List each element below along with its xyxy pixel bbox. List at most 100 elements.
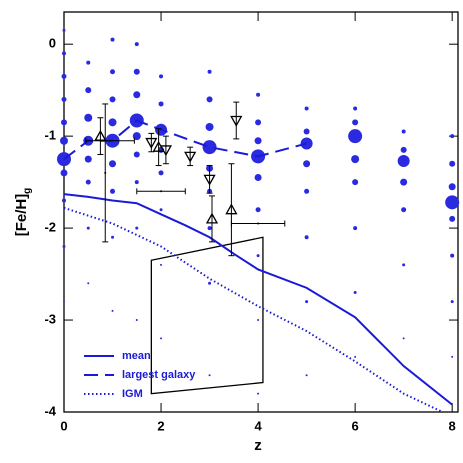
simulation-point	[304, 235, 309, 240]
simulation-point	[109, 160, 117, 168]
simulation-point	[110, 69, 116, 75]
simulation-point	[62, 28, 66, 32]
y-tick-label: -3	[44, 311, 56, 326]
observation-point	[109, 139, 112, 142]
simulation-point	[353, 290, 357, 294]
simulation-point	[133, 91, 141, 99]
series-line	[63, 193, 453, 406]
observation-marker	[225, 203, 238, 215]
simulation-point	[256, 254, 260, 258]
simulation-point	[402, 263, 406, 267]
x-tick-label: 8	[449, 418, 456, 433]
simulation-point	[303, 160, 311, 168]
observation-marker	[94, 129, 107, 141]
simulation-point	[205, 122, 214, 131]
simulation-point	[400, 178, 408, 186]
simulation-point	[158, 170, 164, 176]
simulation-point	[304, 106, 309, 111]
simulation-point	[303, 128, 310, 135]
simulation-point	[61, 119, 67, 126]
simulation-point	[85, 179, 91, 185]
simulation-point	[256, 92, 261, 97]
simulation-point	[159, 74, 164, 79]
simulation-point	[401, 129, 406, 134]
y-tick-label: -1	[44, 128, 56, 143]
simulation-point	[208, 374, 211, 377]
simulation-point	[111, 309, 114, 312]
legend-label: IGM	[122, 388, 143, 400]
x-tick-label: 6	[352, 418, 359, 433]
y-tick-label: -4	[44, 403, 56, 418]
simulation-point	[305, 300, 309, 304]
y-axis-label-group: [Fe/H]g	[13, 188, 33, 237]
simulation-point	[255, 119, 262, 126]
simulation-point	[450, 300, 454, 304]
legend-label: mean	[122, 350, 151, 362]
simulation-point	[353, 226, 358, 231]
x-tick-label: 2	[157, 418, 164, 433]
simulation-point	[60, 136, 68, 145]
legend-label: largest galaxy	[122, 369, 196, 381]
simulation-point	[257, 392, 260, 395]
simulation-point	[206, 96, 213, 103]
observation-marker	[159, 145, 173, 157]
simulation-point	[448, 183, 456, 191]
region	[150, 236, 264, 395]
plot-frame	[63, 11, 459, 413]
simulation-point	[202, 140, 217, 155]
observation-marker	[230, 115, 243, 127]
simulation-point	[449, 215, 456, 222]
simulation-point	[111, 235, 115, 239]
simulation-point	[84, 155, 92, 163]
x-axis-label: z	[254, 437, 262, 454]
simulation-point	[208, 281, 212, 285]
simulation-point	[352, 119, 359, 126]
simulation-point	[61, 96, 67, 102]
simulation-point	[255, 207, 261, 213]
simulation-point	[451, 355, 454, 358]
simulation-point	[257, 319, 260, 322]
observation-marker	[145, 137, 158, 149]
simulation-point	[85, 87, 92, 94]
simulation-point	[207, 69, 212, 74]
simulation-point	[354, 355, 357, 358]
y-axis-label: [Fe/H]g	[13, 188, 33, 237]
simulation-point	[450, 253, 455, 258]
simulation-point	[401, 207, 407, 213]
simulation-point	[305, 374, 308, 377]
x-tick-label: 4	[254, 418, 262, 433]
y-axis-label-main: [Fe/H]	[13, 194, 30, 237]
simulation-point	[110, 37, 115, 42]
simulation-point	[400, 146, 407, 153]
simulation-point	[159, 208, 163, 212]
observation-marker	[205, 212, 219, 224]
simulation-point	[160, 263, 163, 266]
simulation-point	[62, 198, 66, 203]
simulation-point	[207, 226, 212, 231]
simulation-point	[402, 337, 405, 340]
simulation-point	[254, 174, 262, 182]
simulation-point	[63, 300, 65, 303]
observation-marker	[184, 151, 197, 163]
simulation-point	[87, 282, 90, 285]
observation-point	[104, 171, 107, 174]
simulation-point	[160, 337, 163, 340]
x-tick-label: 0	[60, 418, 67, 433]
series-line	[63, 206, 443, 413]
simulation-point	[86, 226, 90, 230]
simulation-point	[62, 244, 66, 248]
simulation-point	[134, 42, 139, 47]
simulation-point	[348, 129, 363, 144]
y-tick-label: 0	[49, 36, 56, 51]
simulation-point	[62, 51, 66, 56]
simulation-point	[61, 73, 67, 79]
simulation-point	[133, 151, 140, 158]
simulation-point	[445, 195, 460, 210]
simulation-point	[135, 319, 138, 322]
simulation-point	[84, 113, 93, 122]
simulation-point	[353, 106, 358, 111]
simulation-point	[449, 160, 456, 167]
simulation-point	[254, 137, 262, 145]
simulation-point	[109, 96, 116, 103]
